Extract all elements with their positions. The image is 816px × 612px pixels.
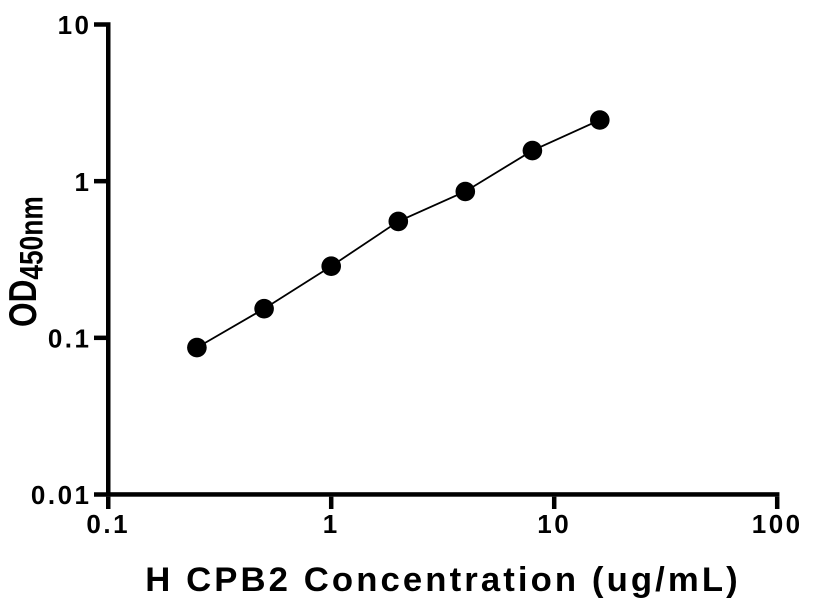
svg-text:H CPB2 Concentration (ug/mL): H CPB2 Concentration (ug/mL) [145, 561, 741, 599]
svg-text:0.1: 0.1 [48, 324, 92, 354]
svg-text:0.01: 0.01 [31, 480, 92, 510]
svg-text:1: 1 [75, 167, 92, 197]
svg-text:100: 100 [752, 509, 803, 539]
svg-text:1: 1 [323, 509, 340, 539]
svg-text:10: 10 [58, 10, 92, 40]
svg-text:10: 10 [537, 509, 571, 539]
svg-text:0.1: 0.1 [86, 509, 130, 539]
